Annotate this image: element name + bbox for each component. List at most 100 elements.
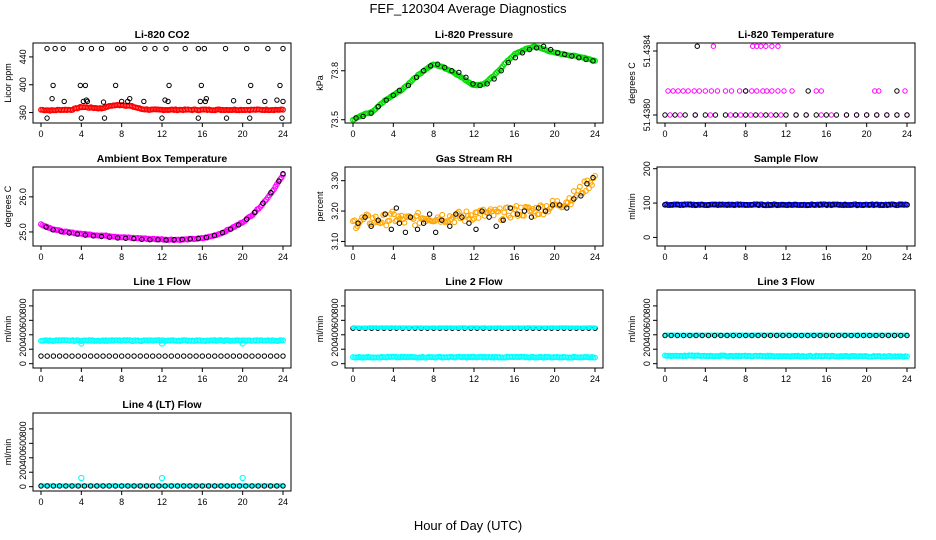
data-point-black <box>885 202 892 208</box>
data-point-green <box>508 54 515 60</box>
data-point-black <box>722 112 729 118</box>
data-point-black <box>75 483 81 489</box>
x-tick-label: 8 <box>119 497 124 507</box>
data-point-black <box>382 211 388 217</box>
data-point-black <box>692 112 698 118</box>
data-point-black <box>38 353 44 359</box>
data-point-black <box>860 332 867 339</box>
data-point-black <box>564 205 570 211</box>
data-point-black <box>811 332 817 339</box>
data-point-black <box>78 45 85 52</box>
data-point-black <box>174 353 181 359</box>
data-point-black <box>274 353 280 359</box>
x-tick-label: 24 <box>278 374 288 384</box>
data-point-black <box>82 82 89 89</box>
y-tick-label: 73.8 <box>330 62 340 80</box>
data-point-black <box>255 483 261 489</box>
data-point-black <box>542 208 549 214</box>
data-point-magenta <box>902 88 908 94</box>
x-tick-label: 4 <box>703 129 708 139</box>
plot-area <box>38 170 286 244</box>
x-tick-label: 8 <box>119 252 124 262</box>
data-point-black <box>668 332 674 339</box>
data-point-black <box>702 112 709 118</box>
data-point-black <box>590 58 596 64</box>
data-point-cyan <box>78 474 85 482</box>
y-tick-label: 800 <box>18 421 28 436</box>
plot-area <box>38 474 286 489</box>
data-point-black <box>267 353 274 359</box>
data-point-black <box>755 332 761 339</box>
data-point-black <box>773 112 779 118</box>
data-point-orange <box>412 222 418 229</box>
plot-area <box>350 172 598 236</box>
data-point-orange <box>589 182 595 188</box>
data-point-black <box>362 214 368 220</box>
data-point-orange <box>449 214 456 220</box>
data-point-black <box>396 220 403 226</box>
data-point-black <box>724 202 730 208</box>
data-point-magenta <box>728 88 735 94</box>
data-point-magenta <box>781 88 787 94</box>
data-point-black <box>182 45 188 52</box>
data-point-black <box>353 115 359 121</box>
data-point-black <box>583 56 589 63</box>
data-point-orange <box>446 213 453 219</box>
data-point-black <box>672 112 678 118</box>
y-tick-label: 600 <box>330 313 340 328</box>
data-point-green <box>498 64 505 71</box>
data-point-black <box>187 236 193 242</box>
data-point-red <box>280 106 286 113</box>
data-point-black <box>212 483 218 489</box>
panel-title: Li-820 Temperature <box>738 29 834 41</box>
data-point-black <box>195 115 202 121</box>
data-point-black <box>137 483 143 489</box>
data-point-black <box>811 202 817 208</box>
data-point-black <box>767 202 774 208</box>
data-point-black <box>193 483 199 489</box>
data-point-black <box>375 217 381 223</box>
data-point-black <box>81 483 88 489</box>
data-point-black <box>106 353 112 359</box>
data-point-black <box>38 483 44 489</box>
panel-title: Ambient Box Temperature <box>97 153 228 165</box>
data-point-black <box>50 82 56 89</box>
data-point-black <box>243 353 249 359</box>
data-point-black <box>486 214 492 220</box>
y-tick-label: 26.0 <box>18 188 28 206</box>
figure-title: FEF_120304 Average Diagnostics <box>369 1 567 16</box>
data-point-black <box>52 45 58 52</box>
data-point-black <box>162 97 168 103</box>
data-point-black <box>674 332 681 339</box>
x-tick-label: 8 <box>743 374 748 384</box>
data-point-black <box>442 64 448 71</box>
data-point-black <box>817 202 823 208</box>
data-point-black <box>187 483 193 489</box>
data-point-black <box>203 234 210 241</box>
data-point-black <box>724 332 730 339</box>
data-point-black <box>162 353 168 359</box>
data-point-black <box>274 97 280 103</box>
data-point-cyan <box>592 325 598 330</box>
data-point-black <box>512 54 519 61</box>
data-point-magenta <box>665 88 671 94</box>
y-tick-label: 100 <box>642 196 652 211</box>
data-point-black <box>514 211 521 217</box>
data-point-black <box>842 332 848 339</box>
data-point-black <box>463 74 469 80</box>
y-tick-label: 200 <box>18 465 28 480</box>
x-tick-label: 16 <box>821 374 831 384</box>
x-tick-label: 8 <box>743 252 748 262</box>
y-tick-label: 400 <box>18 450 28 465</box>
data-point-black <box>693 332 699 339</box>
data-point-magenta <box>775 88 781 94</box>
data-point-black <box>867 332 873 339</box>
data-point-black <box>277 82 283 89</box>
data-point-black <box>662 112 668 118</box>
data-point-orange <box>543 203 550 209</box>
data-point-black <box>823 202 830 208</box>
data-point-black <box>562 51 568 58</box>
data-point-black <box>549 202 556 208</box>
data-point-black <box>261 353 268 359</box>
data-point-black <box>884 112 890 118</box>
